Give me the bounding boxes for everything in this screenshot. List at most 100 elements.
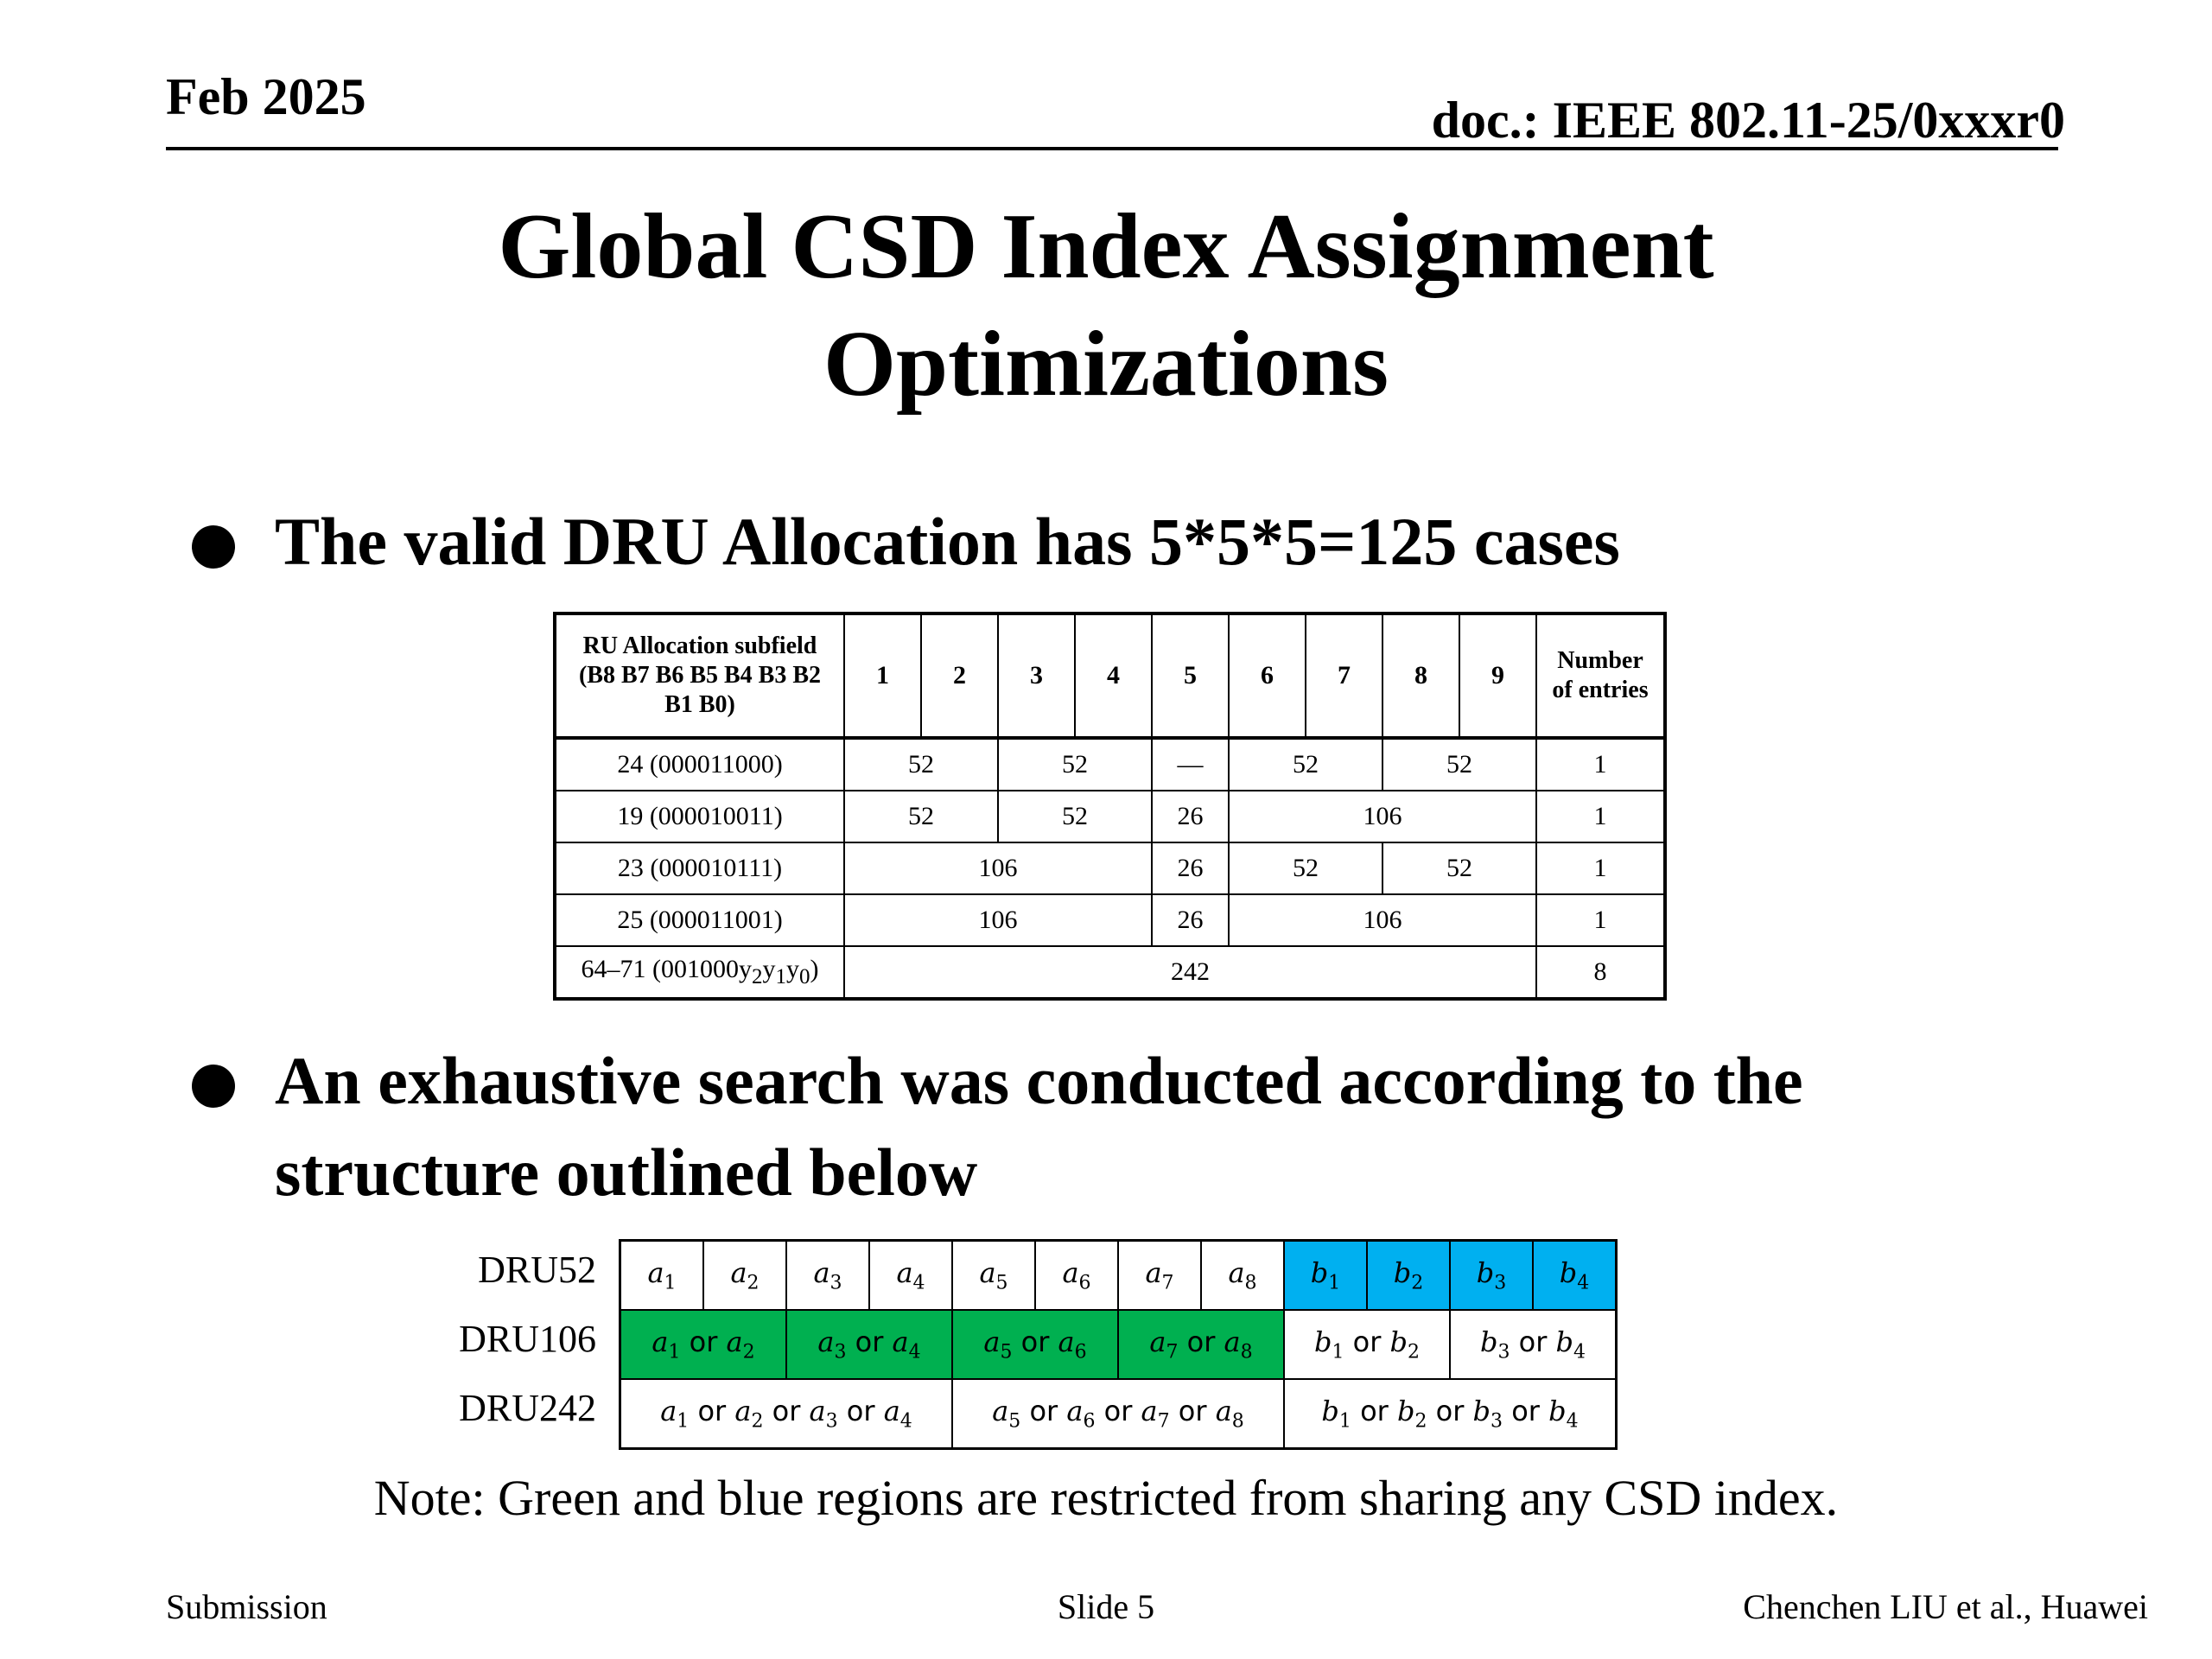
header-divider [166, 147, 2058, 150]
header-col-8: 8 [1382, 613, 1460, 740]
dru106-cell-green: a7 or a8 [1117, 1309, 1285, 1380]
dru106-cell-green: a5 or a6 [951, 1309, 1119, 1380]
footer-slide-number: Slide 5 [1057, 1587, 1155, 1626]
table-row: 23 (000010111) 106 26 52 52 1 [554, 842, 1666, 895]
bullet-1-text: The valid DRU Allocation has 5*5*5=125 c… [275, 504, 1620, 579]
dru106-cell: b3 or b4 [1449, 1309, 1618, 1380]
dru106-cell: b1 or b2 [1283, 1309, 1451, 1380]
ru-cell: 242 [843, 945, 1537, 1000]
title-line-1: Global CSD Index Assignment [498, 195, 1714, 298]
dru52-row: a1 a2 a3 a4 a5 a6 a7 a8 b1 b2 b3 b4 [619, 1239, 1618, 1311]
ru-cell: 52 [843, 737, 999, 791]
row-label: 25 (000011001) [554, 893, 845, 947]
table-row: 24 (000011000) 52 52 — 52 52 1 [554, 737, 1666, 791]
header-date: Feb 2025 [166, 68, 366, 125]
dru52-cell: a7 [1117, 1239, 1202, 1311]
dru106-cell-green: a1 or a2 [619, 1309, 787, 1380]
dru52-cell: a4 [868, 1239, 953, 1311]
header-col-3: 3 [997, 613, 1076, 740]
bullet-dot-icon [192, 1065, 235, 1108]
row-label-prefix: 64–71 (001000 [581, 955, 740, 983]
ru-cell: 26 [1151, 842, 1230, 895]
header-col-4: 4 [1074, 613, 1153, 740]
ru-cell: 106 [1228, 893, 1537, 947]
entries-cell: 1 [1535, 737, 1666, 791]
label-var: y [762, 955, 776, 983]
ru-cell: 52 [997, 737, 1153, 791]
ru-cell: 52 [843, 790, 999, 843]
table-row: 25 (000011001) 106 26 106 1 [554, 893, 1666, 947]
note-text: Note: Green and blue regions are restric… [373, 1470, 1839, 1526]
ru-cell: 52 [1228, 737, 1383, 791]
dru52-cell: a8 [1200, 1239, 1285, 1311]
header-label-line: B1 B0) [664, 691, 735, 718]
entries-cell: 8 [1535, 945, 1666, 1000]
dru106-cell-green: a3 or a4 [785, 1309, 953, 1380]
dru52-cell: a2 [702, 1239, 787, 1311]
dru106-row: a1 or a2 a3 or a4 a5 or a6 a7 or a8 b1 o… [619, 1309, 1618, 1380]
header-doc-id: doc.: IEEE 802.11-25/0xxxr0 [1431, 92, 2065, 149]
label-sub: 0 [799, 965, 810, 988]
ru-cell: 52 [1382, 737, 1537, 791]
table-row: 19 (000010011) 52 52 26 106 1 [554, 790, 1666, 843]
header-label-line: Number [1557, 647, 1643, 674]
dru52-cell: a1 [619, 1239, 704, 1311]
ru-cell: — [1151, 737, 1230, 791]
header-label-line: of entries [1552, 677, 1649, 703]
title-line-2: Optimizations [823, 313, 1389, 416]
dru242-row: a1 or a2 or a3 or a4 a5 or a6 or a7 or a… [619, 1378, 1618, 1450]
ru-cell: 52 [997, 790, 1153, 843]
bullet-1: The valid DRU Allocation has 5*5*5=125 c… [192, 496, 2093, 591]
label-sub: 2 [752, 965, 763, 988]
dru52-cell: a5 [951, 1239, 1036, 1311]
bullet-dot-icon [192, 525, 235, 569]
bullet-2-line-2: structure outlined below [275, 1135, 978, 1210]
ru-cell: 52 [1228, 842, 1383, 895]
ru-cell: 106 [1228, 790, 1537, 843]
header-label-line: RU Allocation subfield [582, 632, 817, 659]
table-row: 64–71 (001000y2y1y0) 242 8 [554, 945, 1666, 1000]
dru52-label: DRU52 [478, 1249, 596, 1291]
ru-cell: 26 [1151, 790, 1230, 843]
dru242-cell: a5 or a6 or a7 or a8 [951, 1378, 1285, 1450]
ru-cell: 106 [843, 893, 1153, 947]
row-label: 19 (000010011) [554, 790, 845, 843]
slide-title: Global CSD Index Assignment Optimization… [0, 188, 2212, 423]
dru242-label: DRU242 [459, 1387, 596, 1429]
bullet-2: An exhaustive search was conducted accor… [192, 1035, 2093, 1225]
header-ru-allocation: RU Allocation subfield (B8 B7 B6 B5 B4 B… [554, 613, 845, 740]
entries-cell: 1 [1535, 842, 1666, 895]
dru52-cell: a6 [1034, 1239, 1119, 1311]
dru106-label: DRU106 [459, 1318, 596, 1360]
entries-cell: 1 [1535, 790, 1666, 843]
bullet-2-line-1: An exhaustive search was conducted accor… [275, 1043, 1803, 1118]
header-col-7: 7 [1305, 613, 1383, 740]
label-var: y [786, 955, 799, 983]
dru52-cell: a3 [785, 1239, 870, 1311]
header-col-1: 1 [843, 613, 922, 740]
dru52-cell-blue: b3 [1449, 1239, 1534, 1311]
row-label: 64–71 (001000y2y1y0) [554, 945, 845, 1000]
row-label: 24 (000011000) [554, 737, 845, 791]
header-col-2: 2 [920, 613, 999, 740]
header-col-5: 5 [1151, 613, 1230, 740]
bullet-2-text: An exhaustive search was conducted accor… [275, 1035, 1803, 1218]
header-label-line: (B8 B7 B6 B5 B4 B3 B2 [578, 662, 822, 689]
dru52-cell-blue: b1 [1283, 1239, 1368, 1311]
table-header-row: RU Allocation subfield (B8 B7 B6 B5 B4 B… [554, 613, 1666, 740]
ru-allocation-table: RU Allocation subfield (B8 B7 B6 B5 B4 B… [553, 612, 1667, 1001]
label-sub: 1 [775, 965, 787, 988]
ru-cell: 106 [843, 842, 1153, 895]
ru-cell: 52 [1382, 842, 1537, 895]
dru242-cell: b1 or b2 or b3 or b4 [1283, 1378, 1618, 1450]
header-number-of-entries: Number of entries [1535, 613, 1666, 740]
dru-structure-diagram: a1 a2 a3 a4 a5 a6 a7 a8 b1 b2 b3 b4 a1 o… [619, 1239, 1618, 1450]
footer-author: Chenchen LIU et al., Huawei [1743, 1587, 2148, 1626]
row-label-suffix: ) [810, 955, 819, 983]
ru-cell: 26 [1151, 893, 1230, 947]
footer-submission: Submission [166, 1587, 327, 1626]
dru242-cell: a1 or a2 or a3 or a4 [619, 1378, 953, 1450]
header-col-6: 6 [1228, 613, 1306, 740]
row-label: 23 (000010111) [554, 842, 845, 895]
dru52-cell-blue: b4 [1532, 1239, 1618, 1311]
